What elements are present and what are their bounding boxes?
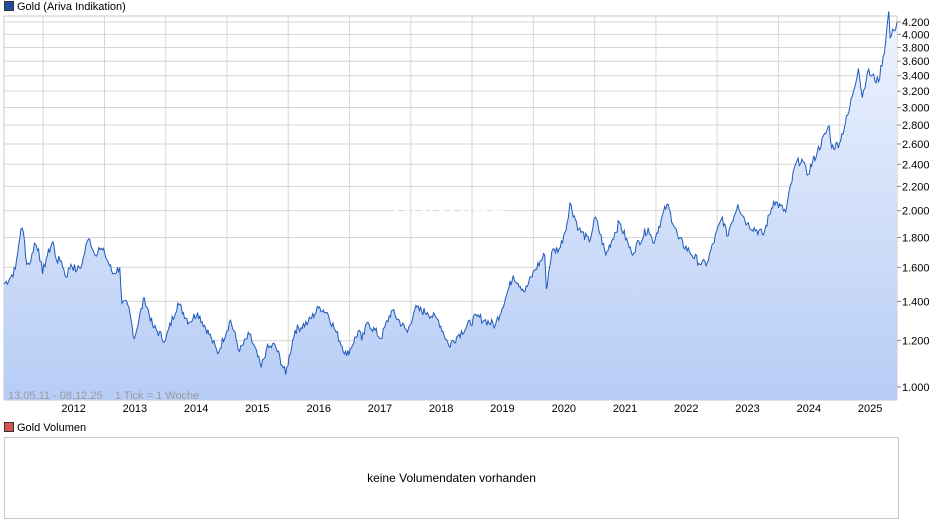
x-tick-label: 2024 xyxy=(797,403,821,415)
y-tick-label: 1.000 xyxy=(902,382,930,394)
x-tick-label: 2013 xyxy=(123,403,147,415)
x-tick-label: 2017 xyxy=(368,403,392,415)
x-tick-label: 2022 xyxy=(674,403,698,415)
volume-empty-message: keine Volumendaten vorhanden xyxy=(367,471,536,485)
x-tick-label: 2025 xyxy=(858,403,882,415)
x-tick-label: 2016 xyxy=(306,403,330,415)
volume-legend-swatch xyxy=(4,422,14,432)
volume-legend-label: Gold Volumen xyxy=(17,422,87,434)
y-tick-label: 3.200 xyxy=(902,86,930,98)
y-tick-label: 4.200 xyxy=(902,17,930,29)
price-series xyxy=(3,11,898,401)
y-tick-label: 1.200 xyxy=(902,336,930,348)
y-tick-label: 3.000 xyxy=(902,103,930,115)
y-tick-label: 2.600 xyxy=(902,139,930,151)
x-tick-label: 2014 xyxy=(184,403,208,415)
y-tick-label: 2.000 xyxy=(902,206,930,218)
y-tick-label: 1.800 xyxy=(902,232,930,244)
watermark: ARIVA.DE xyxy=(393,192,508,219)
y-axis: 1.000 1.200 1.400 1.600 1.800 2.000 2.200 2.400… xyxy=(897,17,930,394)
volume-legend: Gold Volumen xyxy=(4,422,86,434)
y-tick-label: 2.200 xyxy=(902,181,930,193)
y-tick-label: 3.600 xyxy=(902,56,930,68)
y-tick-label: 4.000 xyxy=(902,29,930,41)
x-tick-label: 2018 xyxy=(429,403,453,415)
y-tick-label: 3.800 xyxy=(902,42,930,54)
x-tick-label: 2021 xyxy=(613,403,637,415)
y-tick-label: 2.800 xyxy=(902,120,930,132)
y-tick-label: 2.400 xyxy=(902,159,930,171)
y-tick-label: 3.400 xyxy=(902,71,930,83)
volume-panel: keine Volumendaten vorhanden xyxy=(4,437,899,519)
y-tick-label: 1.600 xyxy=(902,262,930,274)
y-tick-label: 1.400 xyxy=(902,296,930,308)
price-legend-label: Gold (Ariva Indikation) xyxy=(17,1,126,13)
x-tick-label: 2012 xyxy=(61,403,85,415)
price-area xyxy=(4,11,897,401)
x-tick-label: 2019 xyxy=(490,403,514,415)
x-tick-label: 2020 xyxy=(552,403,576,415)
price-legend-swatch xyxy=(4,1,14,11)
x-tick-label: 2015 xyxy=(245,403,269,415)
price-line xyxy=(3,11,898,375)
x-axis: 2012 2013 2014 2015 2016 2017 2018 2019 2020 2021… xyxy=(61,403,882,415)
x-tick-label: 2023 xyxy=(735,403,759,415)
price-legend: Gold (Ariva Indikation) xyxy=(4,1,126,13)
range-info: 13.05.11 - 08.12.25 1 Tick = 1 Woche xyxy=(8,390,199,402)
